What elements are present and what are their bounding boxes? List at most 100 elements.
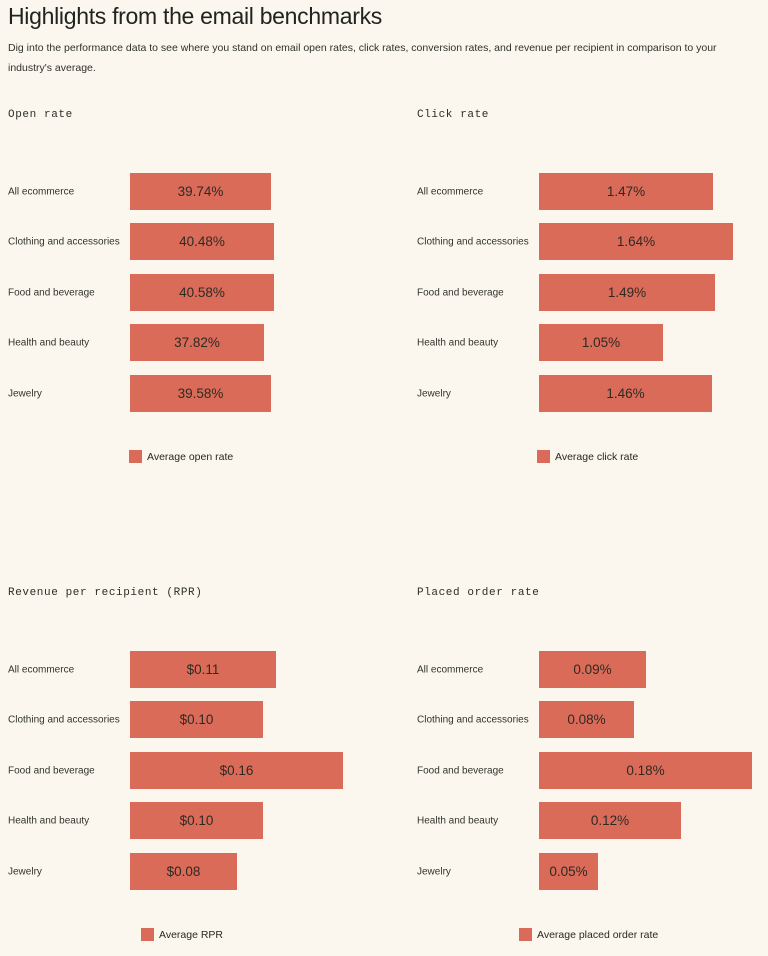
category-label: Clothing and accessories — [417, 236, 529, 247]
bar-value-label: 1.05% — [581, 335, 621, 350]
bar-value-label: 0.12% — [590, 813, 630, 828]
bar-row: Food and beverage $0.16 — [0, 752, 384, 789]
bar: 0.08% — [539, 701, 634, 738]
legend-label: Average click rate — [555, 450, 639, 463]
bar-value-label: 39.74% — [177, 184, 224, 199]
bar-row: Health and beauty 37.82% — [0, 324, 384, 361]
bar: 1.46% — [539, 375, 712, 412]
bar-value-label: 1.47% — [606, 184, 646, 199]
category-label: Food and beverage — [8, 765, 95, 776]
category-label: Jewelry — [8, 866, 42, 877]
category-label: Clothing and accessories — [8, 714, 120, 725]
category-label: Clothing and accessories — [8, 236, 120, 247]
legend-swatch-icon — [129, 450, 142, 463]
bar-row: All ecommerce 1.47% — [409, 173, 768, 210]
bar: 0.05% — [539, 853, 598, 890]
chart-open-rate: Open rate All ecommerce 39.74% Clothing … — [0, 104, 384, 478]
bar-row: Food and beverage 1.49% — [409, 274, 768, 311]
bar-value-label: 0.09% — [573, 662, 612, 677]
bar-value-label: 0.18% — [626, 763, 665, 778]
chart-placed-order-rate: Placed order rate All ecommerce 0.09% Cl… — [384, 582, 768, 956]
bar: $0.08 — [130, 853, 237, 890]
bar-value-label: 1.46% — [606, 386, 645, 401]
legend: Average RPR — [141, 928, 223, 941]
chart-title: Click rate — [417, 109, 490, 121]
legend-swatch-icon — [141, 928, 154, 941]
legend-swatch-icon — [537, 450, 550, 463]
bar-row: Jewelry 39.58% — [0, 375, 384, 412]
bar-value-label: $0.08 — [166, 864, 201, 879]
bar: 1.49% — [539, 274, 715, 311]
category-label: Health and beauty — [417, 815, 499, 826]
bar: $0.16 — [130, 752, 343, 789]
bar-row: Clothing and accessories 40.48% — [0, 223, 384, 260]
chart-click-rate: Click rate All ecommerce 1.47% Clothing … — [384, 104, 768, 478]
bar: 39.58% — [130, 375, 271, 412]
category-label: Food and beverage — [417, 287, 504, 298]
page-subtitle: Dig into the performance data to see whe… — [8, 42, 717, 74]
bar: $0.11 — [130, 651, 276, 688]
legend: Average open rate — [129, 450, 233, 463]
legend: Average placed order rate — [519, 928, 658, 941]
bar: 37.82% — [130, 324, 264, 361]
bar: 39.74% — [130, 173, 271, 210]
legend-label: Average open rate — [147, 450, 234, 463]
legend-label: Average placed order rate — [537, 928, 659, 941]
bar-value-label: $0.16 — [219, 763, 254, 778]
bar-row: Clothing and accessories $0.10 — [0, 701, 384, 738]
bar: 0.09% — [539, 651, 646, 688]
category-label: Jewelry — [8, 388, 42, 399]
bar-row: Jewelry $0.08 — [0, 853, 384, 890]
bar-row: All ecommerce $0.11 — [0, 651, 384, 688]
bar-row: Food and beverage 0.18% — [409, 752, 768, 789]
bar: 1.05% — [539, 324, 663, 361]
category-label: Food and beverage — [8, 287, 95, 298]
bar-value-label: 37.82% — [174, 335, 220, 350]
category-label: All ecommerce — [417, 664, 484, 675]
bar: 0.18% — [539, 752, 752, 789]
bar-value-label: $0.11 — [186, 662, 220, 677]
bar: 40.48% — [130, 223, 274, 260]
chart-title: Placed order rate — [417, 587, 540, 599]
chart-title: Revenue per recipient (RPR) — [8, 587, 203, 599]
bar-row: Clothing and accessories 0.08% — [409, 701, 768, 738]
bar-row: Health and beauty 0.12% — [409, 802, 768, 839]
bar-value-label: 40.48% — [179, 234, 225, 249]
bar: 1.64% — [539, 223, 733, 260]
bar-row: All ecommerce 0.09% — [409, 651, 768, 688]
category-label: Health and beauty — [8, 815, 90, 826]
bar: 40.58% — [130, 274, 274, 311]
bar-value-label: 0.08% — [567, 712, 606, 727]
bar: $0.10 — [130, 701, 263, 738]
bar: 1.47% — [539, 173, 713, 210]
bar: $0.10 — [130, 802, 263, 839]
bar-row: Clothing and accessories 1.64% — [409, 223, 768, 260]
bar-value-label: 1.64% — [616, 234, 656, 249]
bar-value-label: 0.05% — [549, 864, 588, 879]
bar-value-label: 39.58% — [177, 386, 224, 401]
bar-row: Food and beverage 40.58% — [0, 274, 384, 311]
category-label: Health and beauty — [417, 337, 499, 348]
bar: 0.12% — [539, 802, 681, 839]
category-label: All ecommerce — [417, 186, 484, 197]
chart-revenue-per-recipient: Revenue per recipient (RPR) All ecommerc… — [0, 582, 384, 956]
page-title: Highlights from the email benchmarks — [8, 3, 382, 29]
bar-value-label: 1.49% — [607, 285, 647, 300]
category-label: Jewelry — [417, 388, 451, 399]
bar-value-label: 40.58% — [179, 285, 225, 300]
category-label: All ecommerce — [8, 186, 75, 197]
bar-row: All ecommerce 39.74% — [0, 173, 384, 210]
legend: Average click rate — [537, 450, 638, 463]
bar-row: Health and beauty 1.05% — [409, 324, 768, 361]
bar-value-label: $0.10 — [179, 712, 214, 727]
category-label: Health and beauty — [8, 337, 90, 348]
bar-row: Jewelry 1.46% — [409, 375, 768, 412]
chart-title: Open rate — [8, 109, 73, 121]
category-label: Clothing and accessories — [417, 714, 529, 725]
category-label: Food and beverage — [417, 765, 504, 776]
category-label: All ecommerce — [8, 664, 75, 675]
bar-row: Health and beauty $0.10 — [0, 802, 384, 839]
legend-label: Average RPR — [159, 928, 224, 941]
bar-value-label: $0.10 — [179, 813, 214, 828]
category-label: Jewelry — [417, 866, 451, 877]
